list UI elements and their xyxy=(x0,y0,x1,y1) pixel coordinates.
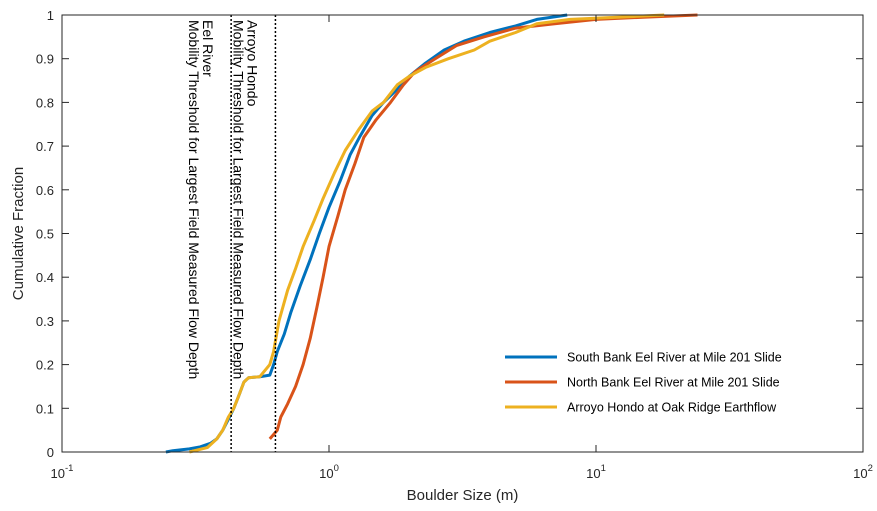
y-tick-label-8: 0.7 xyxy=(36,139,54,154)
x-axis-title: Boulder Size (m) xyxy=(407,487,519,504)
legend-label-2: North Bank Eel River at Mile 201 Slide xyxy=(567,376,780,390)
ticks-layer: 10-1 100 101 10200.10.20.30.40.50.60.70.80.… xyxy=(36,8,873,481)
x-tick-label-2: 100 xyxy=(319,463,339,481)
y-tick-label-7: 0.6 xyxy=(36,183,54,198)
series-line-3 xyxy=(189,13,665,454)
y-tick-label-10: 0.9 xyxy=(36,52,54,67)
y-tick-label-5: 0.4 xyxy=(36,270,54,285)
series-line-1 xyxy=(165,13,568,454)
y-tick-label-6: 0.5 xyxy=(36,227,54,242)
series-layer xyxy=(165,13,698,454)
x-tick-label-base: 10 xyxy=(319,466,333,481)
threshold-label-1-line-1: Mobility Threshold for Largest Field Mea… xyxy=(186,20,202,379)
x-tick-label-3: 101 xyxy=(586,463,606,481)
threshold-label-2-line-2: Arroyo Hondo xyxy=(244,20,260,107)
y-tick-label-1: 0 xyxy=(47,445,54,460)
x-tick-label-base: 10 xyxy=(586,466,600,481)
threshold-label-2-line-1: Mobility Threshold for Largest Field Mea… xyxy=(230,20,246,379)
y-axis-title: Cumulative Fraction xyxy=(10,167,27,300)
y-tick-label-4: 0.3 xyxy=(36,314,54,329)
threshold-label-1-line-2: Eel River xyxy=(200,20,216,77)
x-tick-label-exponent: -1 xyxy=(65,463,73,474)
y-tick-label-3: 0.2 xyxy=(36,358,54,373)
y-tick-label-2: 0.1 xyxy=(36,401,54,416)
x-tick-label-1: 10-1 xyxy=(51,463,74,481)
y-tick-label-11: 1 xyxy=(47,8,54,23)
legend: South Bank Eel River at Mile 201 Slide No… xyxy=(505,351,782,415)
x-tick-label-exponent: 2 xyxy=(868,463,873,474)
x-tick-label-exponent: 0 xyxy=(334,463,339,474)
threshold-layer: Mobility Threshold for Largest Field Mea… xyxy=(186,15,277,452)
x-tick-label-base: 10 xyxy=(51,466,65,481)
legend-label-3: Arroyo Hondo at Oak Ridge Earthflow xyxy=(567,401,777,415)
x-tick-label-4: 102 xyxy=(853,463,873,481)
y-tick-label-9: 0.8 xyxy=(36,95,54,110)
series-line-2 xyxy=(268,13,698,440)
x-tick-label-base: 10 xyxy=(853,466,867,481)
legend-label-1: South Bank Eel River at Mile 201 Slide xyxy=(567,351,782,365)
x-tick-label-exponent: 1 xyxy=(601,463,606,474)
